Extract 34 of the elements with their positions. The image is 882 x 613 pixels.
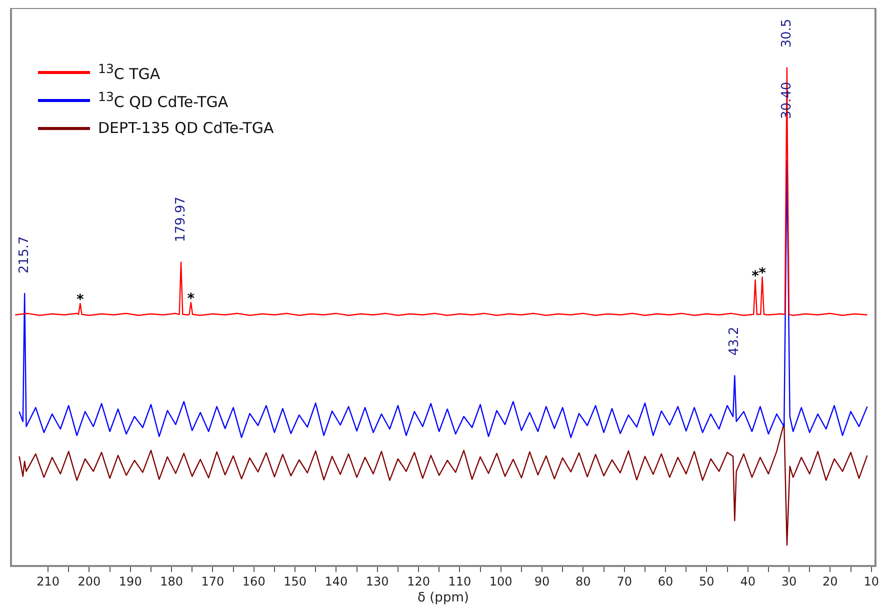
- x-tick-label: 110: [448, 574, 472, 588]
- annotation: *: [76, 292, 84, 308]
- annotation: *: [187, 291, 196, 308]
- x-tick-label: 80: [576, 574, 591, 588]
- x-tick-label: 90: [534, 574, 550, 588]
- annotation: *: [758, 266, 767, 282]
- x-tick-label: 60: [658, 574, 674, 588]
- x-tick-label: 180: [160, 574, 183, 588]
- legend-label: DEPT-135 QD CdTe-TGA: [98, 119, 274, 137]
- legend-label: $^{13}$C TGA: [98, 61, 160, 83]
- x-tick-label: 10: [864, 574, 879, 588]
- x-axis-title: δ (ppm): [418, 590, 469, 606]
- annotation: 215.7: [16, 236, 32, 274]
- x-tick-label: 200: [78, 574, 101, 588]
- x-tick-label: 50: [699, 574, 714, 588]
- x-tick-label: 20: [822, 574, 838, 588]
- x-tick-label: 190: [118, 574, 142, 588]
- x-tick-label: 40: [740, 574, 756, 588]
- x-tick-label: 130: [366, 574, 389, 588]
- x-tick-label: 100: [489, 574, 512, 588]
- x-tick-label: 210: [36, 574, 60, 588]
- x-tick-label: 140: [324, 574, 348, 588]
- annotation: 179.97: [173, 196, 188, 242]
- x-tick-label: 160: [242, 574, 266, 588]
- x-tick-label: 120: [407, 574, 430, 588]
- x-tick-label: 30: [781, 574, 797, 588]
- annotation: 30.5: [779, 18, 794, 48]
- x-tick-label: 170: [201, 574, 224, 588]
- annotation: 43.2: [727, 326, 742, 356]
- x-tick-label: 70: [616, 574, 632, 588]
- x-tick-label: 150: [284, 574, 306, 588]
- legend-label: $^{13}$C QD CdTe-TGA: [98, 89, 228, 111]
- annotation: 30.40: [780, 82, 795, 120]
- annotation: *: [752, 268, 760, 285]
